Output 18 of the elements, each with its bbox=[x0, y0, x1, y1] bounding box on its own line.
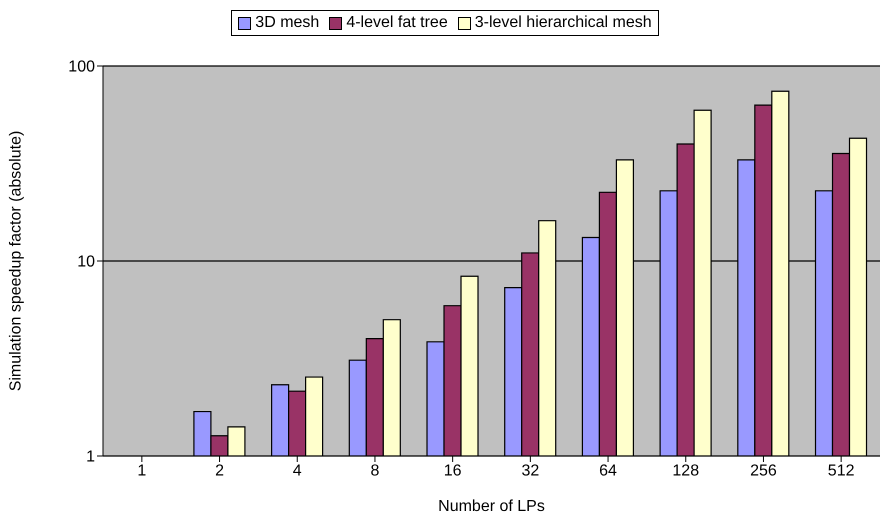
x-tick-label: 8 bbox=[370, 462, 380, 480]
x-tick-label: 1 bbox=[137, 462, 146, 480]
x-tick-label: 2 bbox=[215, 462, 224, 480]
x-tick-label: 32 bbox=[521, 462, 540, 480]
x-tick-label: 128 bbox=[672, 462, 700, 480]
x-tick-label: 16 bbox=[444, 462, 462, 480]
y-tick-label: 10 bbox=[77, 254, 96, 271]
x-tick-label: 256 bbox=[750, 462, 777, 480]
legend-label: 3-level hierarchical mesh bbox=[474, 14, 652, 32]
x-axis-title: Number of LPs bbox=[438, 498, 545, 515]
x-tick-label: 4 bbox=[292, 462, 302, 480]
x-tick-label: 64 bbox=[599, 462, 618, 480]
y-tick-label: 1 bbox=[86, 448, 96, 466]
x-tick-label: 512 bbox=[828, 462, 855, 480]
y-tick-label: 100 bbox=[68, 58, 96, 76]
y-axis-title: Simulation speedup factor (absolute) bbox=[8, 130, 25, 392]
legend-label: 3D mesh bbox=[255, 14, 320, 32]
legend-label: 4-level fat tree bbox=[346, 14, 448, 32]
